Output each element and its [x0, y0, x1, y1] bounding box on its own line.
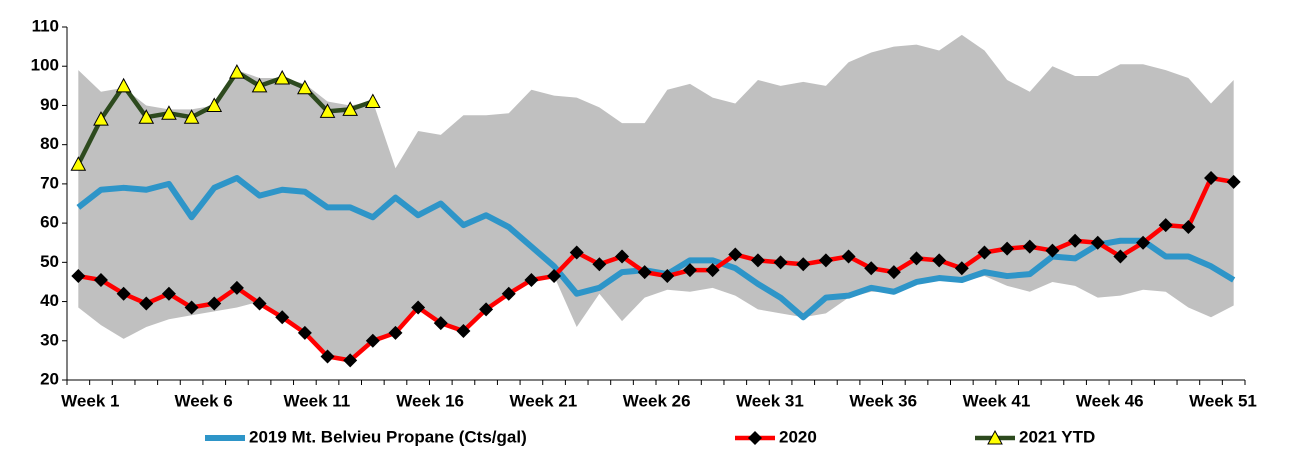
range-band [78, 34, 1234, 361]
diamond-marker [1068, 233, 1083, 248]
y-tick-label: 110 [32, 16, 59, 35]
diamond-marker [1045, 243, 1060, 258]
series-line [77, 175, 1235, 363]
triangle-marker [364, 93, 381, 109]
legend-label: 2020 [779, 427, 817, 446]
diamond-marker [1158, 218, 1173, 233]
triangle-marker [206, 97, 223, 112]
triangle-marker [274, 69, 291, 85]
diamond-marker [932, 253, 947, 268]
diamond-marker [841, 249, 856, 264]
triangle-marker [987, 429, 1003, 445]
diamond-marker [864, 261, 879, 276]
triangle-marker [319, 103, 336, 118]
diamond-marker [637, 265, 652, 280]
diamond-marker [275, 310, 290, 325]
x-tick-label: Week 1 [61, 391, 119, 410]
triangle-marker [251, 77, 268, 93]
diamond-marker [615, 249, 630, 264]
triangle-marker [229, 64, 245, 79]
y-tick-label: 40 [40, 291, 59, 310]
diamond-marker [682, 263, 697, 278]
triangle-marker [93, 111, 109, 126]
diamond-marker [524, 272, 539, 287]
y-tick-label: 20 [40, 369, 59, 388]
diamond-marker [93, 272, 108, 287]
y-tick-label: 80 [40, 134, 59, 153]
diamond-marker [479, 302, 494, 317]
x-tick-label: Week 41 [963, 391, 1031, 410]
x-tick-label: Week 36 [849, 391, 917, 410]
triangle-marker [138, 109, 155, 124]
x-tick-label: Week 46 [1076, 391, 1144, 410]
y-tick-label: 90 [40, 95, 59, 114]
diamond-marker [1204, 171, 1219, 186]
diamond-marker [1022, 239, 1037, 254]
diamond-marker [501, 286, 516, 301]
diamond-marker [116, 286, 131, 301]
diamond-marker [320, 349, 335, 364]
diamond-marker [547, 269, 562, 284]
y-tick-label: 100 [31, 56, 59, 75]
diamond-marker [886, 265, 901, 280]
diamond-marker [1136, 235, 1151, 250]
diamond-marker [750, 253, 765, 268]
diamond-marker [207, 296, 222, 311]
diamond-marker [1000, 241, 1015, 256]
diamond-marker [818, 253, 833, 268]
diamond-marker [705, 263, 720, 278]
y-tick-label: 70 [40, 173, 59, 192]
x-tick-label: Week 11 [283, 391, 350, 410]
diamond-marker [388, 325, 403, 340]
diamond-marker [1226, 174, 1241, 189]
diamond-marker [365, 333, 380, 348]
x-tick-label: Week 21 [510, 391, 578, 410]
diamond-marker [1113, 249, 1128, 264]
x-tick-label: Week 6 [174, 391, 232, 410]
x-tick-label: Week 51 [1189, 391, 1257, 410]
diamond-marker [161, 286, 176, 301]
diamond-marker [569, 245, 584, 260]
triangle-marker [161, 105, 177, 120]
diamond-marker [184, 300, 199, 315]
legend-label: 2021 YTD [1019, 427, 1095, 446]
diamond-marker [71, 269, 86, 284]
diamond-marker [139, 296, 154, 311]
diamond-marker [456, 323, 471, 338]
diamond-marker [343, 353, 358, 368]
x-tick-label: Week 26 [623, 391, 691, 410]
diamond-marker [660, 269, 675, 284]
diamond-marker [297, 325, 312, 340]
legend-label: 2019 Mt. Belvieu Propane (Cts/gal) [249, 427, 527, 446]
diamond-marker [748, 431, 762, 445]
y-tick-label: 30 [40, 330, 59, 349]
triangle-marker [115, 77, 132, 93]
triangle-marker [183, 109, 200, 124]
diamond-marker [977, 245, 992, 260]
diamond-marker [433, 316, 448, 331]
diamond-marker [1181, 220, 1196, 235]
diamond-marker [954, 261, 969, 276]
diamond-marker [1090, 235, 1105, 250]
diamond-marker [773, 255, 788, 270]
y-tick-label: 50 [40, 252, 59, 271]
x-tick-label: Week 31 [736, 391, 804, 410]
diamond-marker [229, 280, 244, 295]
triangle-marker [297, 79, 313, 95]
y-tick-label: 60 [40, 213, 59, 232]
triangle-marker [70, 156, 87, 171]
diamond-marker [909, 251, 924, 266]
diamond-marker [796, 257, 811, 272]
triangle-marker [342, 101, 359, 116]
diamond-marker [411, 300, 426, 315]
diamond-marker [592, 257, 607, 272]
x-tick-label: Week 16 [396, 391, 464, 410]
diamond-marker [252, 296, 267, 311]
diamond-marker [728, 247, 743, 262]
